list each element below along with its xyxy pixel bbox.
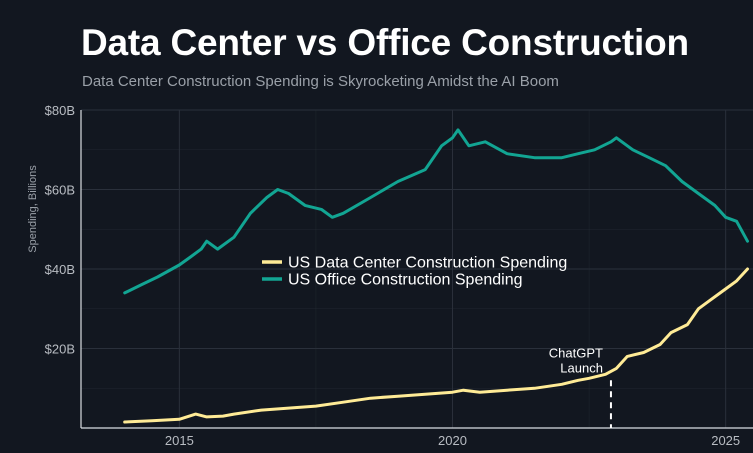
axes: $20B $40B $60B $80B 2015 2020 2025 Spending, Bi…: [27, 103, 753, 448]
y-tick-label: $60B: [45, 183, 75, 198]
x-tick-label: 2020: [438, 433, 467, 448]
annotation-label: ChatGPT Launch: [549, 345, 603, 375]
page-title: Data Center vs Office Construction: [81, 22, 689, 63]
y-tick-label: $20B: [45, 342, 75, 357]
office-series-line: [123, 128, 749, 295]
x-tick-label: 2015: [165, 433, 194, 448]
page-subtitle: Data Center Construction Spending is Sky…: [82, 73, 559, 90]
series-layer: [123, 128, 749, 424]
y-tick-label: $40B: [45, 262, 75, 277]
x-tick-label: 2025: [711, 433, 740, 448]
grid: [81, 109, 753, 428]
y-tick-label: $80B: [45, 103, 75, 118]
y-axis-label: Spending, Billions: [27, 165, 39, 253]
annotation-label-line: ChatGPT: [549, 345, 603, 360]
annotation-label-line: Launch: [560, 360, 603, 375]
legend-entry: US Office Construction Spending: [288, 272, 523, 289]
annotations: ChatGPT Launch: [549, 345, 612, 428]
data-center-series-line: [123, 267, 749, 424]
legend-entry: US Data Center Construction Spending: [288, 255, 567, 272]
